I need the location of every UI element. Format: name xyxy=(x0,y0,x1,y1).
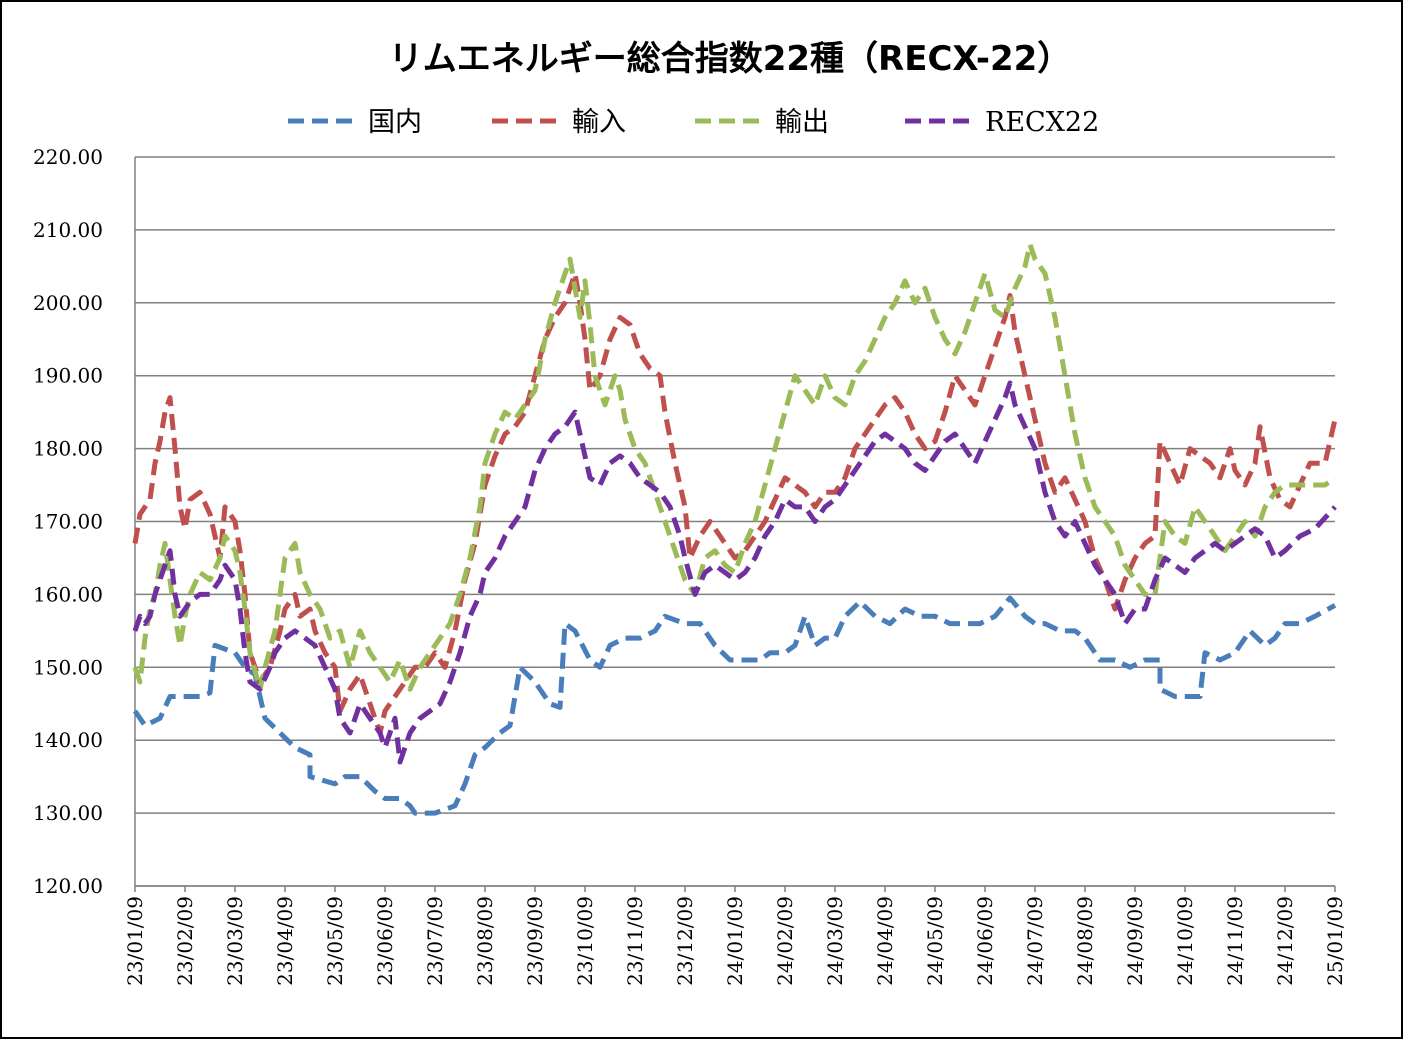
legend-label: 国内 xyxy=(368,107,422,138)
y-tick-label: 180.00 xyxy=(33,437,103,461)
legend-label: 輸出 xyxy=(775,107,829,138)
x-tick-label: 24/01/09 xyxy=(723,896,747,986)
y-tick-label: 130.00 xyxy=(33,801,103,825)
x-tick-label: 23/04/09 xyxy=(273,896,297,986)
legend-label: 輸入 xyxy=(572,107,626,138)
x-tick-label: 24/07/09 xyxy=(1023,896,1047,986)
chart-title: リムエネルギー総合指数22種（RECX-22） xyxy=(389,39,1072,79)
x-tick-label: 24/10/09 xyxy=(1173,896,1197,986)
series-line-3 xyxy=(132,380,1337,765)
y-tick-label: 160.00 xyxy=(33,582,103,606)
x-tick-label: 23/07/09 xyxy=(423,896,447,986)
y-axis-ticks: 220.00 210.00 200.00 190.00 180.00 170.00 160.… xyxy=(33,145,103,898)
x-tick-label: 24/12/09 xyxy=(1273,896,1297,986)
x-tick-label: 25/01/09 xyxy=(1323,896,1347,986)
x-tick-label: 24/11/09 xyxy=(1223,896,1247,986)
x-tick-label: 24/03/09 xyxy=(823,896,847,986)
series-line-1 xyxy=(132,271,1338,736)
x-tick-label: 23/09/09 xyxy=(523,896,547,986)
x-tick-label: 23/08/09 xyxy=(473,896,497,986)
series-lines xyxy=(132,242,1338,816)
series-line-0 xyxy=(132,595,1337,816)
x-tick-label: 23/01/09 xyxy=(123,896,147,986)
x-tick-label: 23/02/09 xyxy=(173,896,197,986)
y-tick-label: 210.00 xyxy=(33,218,103,242)
y-tick-label: 140.00 xyxy=(33,728,103,752)
x-tick-label: 24/05/09 xyxy=(923,896,947,986)
gridlines xyxy=(134,156,1335,887)
x-tick-label: 24/09/09 xyxy=(1123,896,1147,986)
legend: 国内 輸入 輸出 RECX22 xyxy=(288,107,1099,138)
series-line-2 xyxy=(132,242,1337,692)
x-tick-label: 23/03/09 xyxy=(223,896,247,986)
y-tick-label: 220.00 xyxy=(33,145,103,169)
x-tick-label: 24/08/09 xyxy=(1073,896,1097,986)
y-tick-label: 120.00 xyxy=(33,874,103,898)
y-tick-label: 190.00 xyxy=(33,364,103,388)
x-tick-label: 23/05/09 xyxy=(323,896,347,986)
y-tick-label: 150.00 xyxy=(33,655,103,679)
legend-label: RECX22 xyxy=(985,107,1099,138)
x-tick-label: 23/12/09 xyxy=(673,896,697,986)
x-tick-label: 23/06/09 xyxy=(373,896,397,986)
y-tick-label: 200.00 xyxy=(33,291,103,315)
x-tick-label: 24/02/09 xyxy=(773,896,797,986)
x-tick-label: 23/11/09 xyxy=(623,896,647,986)
x-tick-label: 23/10/09 xyxy=(573,896,597,986)
x-tick-label: 24/06/09 xyxy=(973,896,997,986)
y-tick-label: 170.00 xyxy=(33,510,103,534)
x-axis-ticks: 23/01/09 23/02/09 23/03/09 23/04/09 23/05/09… xyxy=(123,886,1347,986)
x-tick-label: 24/04/09 xyxy=(873,896,897,986)
